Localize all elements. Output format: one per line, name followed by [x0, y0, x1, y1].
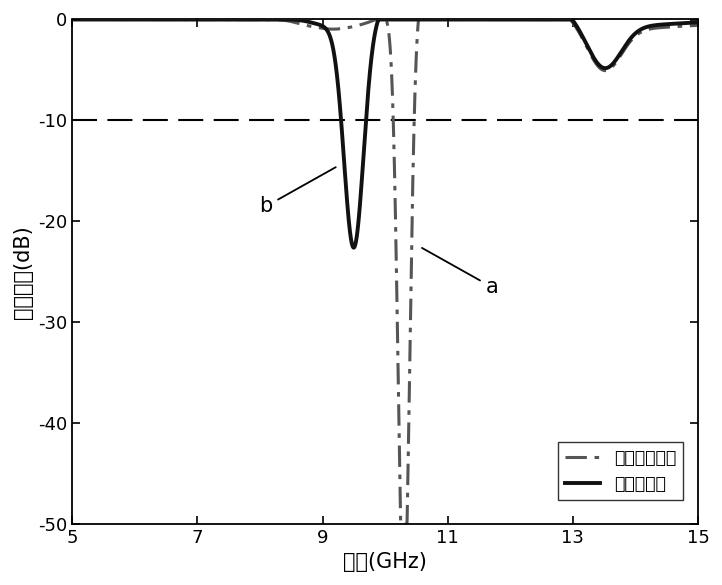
未加载超材料 [308, 23, 316, 30]
未加载超材料 [614, 55, 623, 62]
加载超材料 [335, 95, 344, 102]
加载超材料 [349, 244, 358, 251]
Y-axis label: 反射系数(dB): 反射系数(dB) [12, 225, 32, 319]
加载超材料 [694, 19, 703, 26]
加载超材料 [176, 16, 185, 23]
Line: 未加载超材料: 未加载超材料 [72, 19, 698, 524]
未加载超材料 [139, 16, 148, 23]
Text: a: a [422, 248, 498, 297]
Line: 加载超材料: 加载超材料 [72, 19, 698, 247]
未加载超材料 [335, 25, 344, 32]
未加载超材料 [68, 16, 77, 23]
加载超材料 [682, 19, 690, 26]
未加载超材料 [396, 521, 405, 528]
未加载超材料 [694, 22, 703, 29]
Legend: 未加载超材料, 加载超材料: 未加载超材料, 加载超材料 [558, 442, 683, 500]
加载超材料 [139, 16, 148, 23]
X-axis label: 频率(GHz): 频率(GHz) [343, 552, 427, 573]
加载超材料 [614, 53, 623, 60]
加载超材料 [308, 19, 316, 26]
未加载超材料 [682, 22, 690, 29]
加载超材料 [68, 16, 77, 23]
Text: b: b [260, 167, 336, 216]
未加载超材料 [176, 16, 185, 23]
